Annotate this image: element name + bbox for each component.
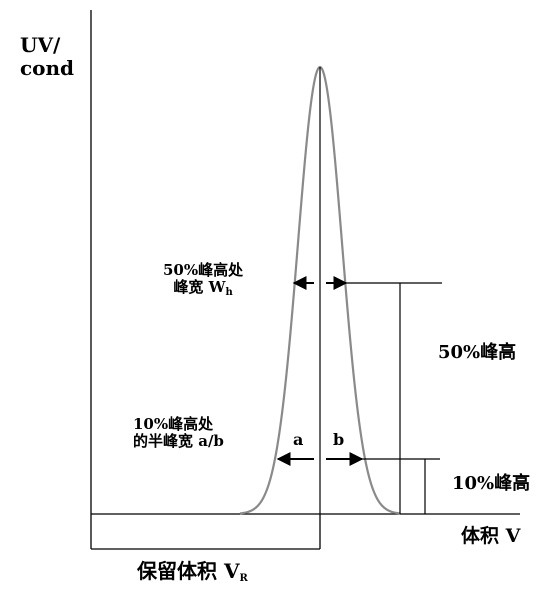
half-width-b-label: b xyxy=(333,430,345,449)
width50-label-line1: 50%峰高处 xyxy=(163,261,244,279)
y-axis-label: UV/ cond xyxy=(20,34,74,80)
height50-label: 50%峰高 xyxy=(438,342,517,363)
retention-volume-text: 保留体积 V xyxy=(137,559,240,583)
width10-label: 10%峰高处 的半峰宽 a/b xyxy=(133,415,224,451)
retention-volume-label: 保留体积 VR xyxy=(137,560,248,585)
height10-label: 10%峰高 xyxy=(452,473,531,494)
width50-label-subscript: h xyxy=(225,287,233,299)
width10-label-line1: 10%峰高处 xyxy=(133,415,214,433)
width50-label-line2: 峰宽 Wh xyxy=(163,279,243,299)
width10-label-line2: 的半峰宽 a/b xyxy=(133,432,224,451)
width50-label: 50%峰高处 峰宽 Wh xyxy=(163,261,244,299)
half-width-a-label: a xyxy=(293,430,304,449)
x-axis-label: 体积 V xyxy=(461,525,521,547)
y-axis-label-line2: cond xyxy=(20,56,75,80)
y-axis-label-line1: UV/ xyxy=(20,33,61,57)
retention-volume-subscript: R xyxy=(239,573,248,584)
width50-label-text: 峰宽 W xyxy=(173,278,226,297)
